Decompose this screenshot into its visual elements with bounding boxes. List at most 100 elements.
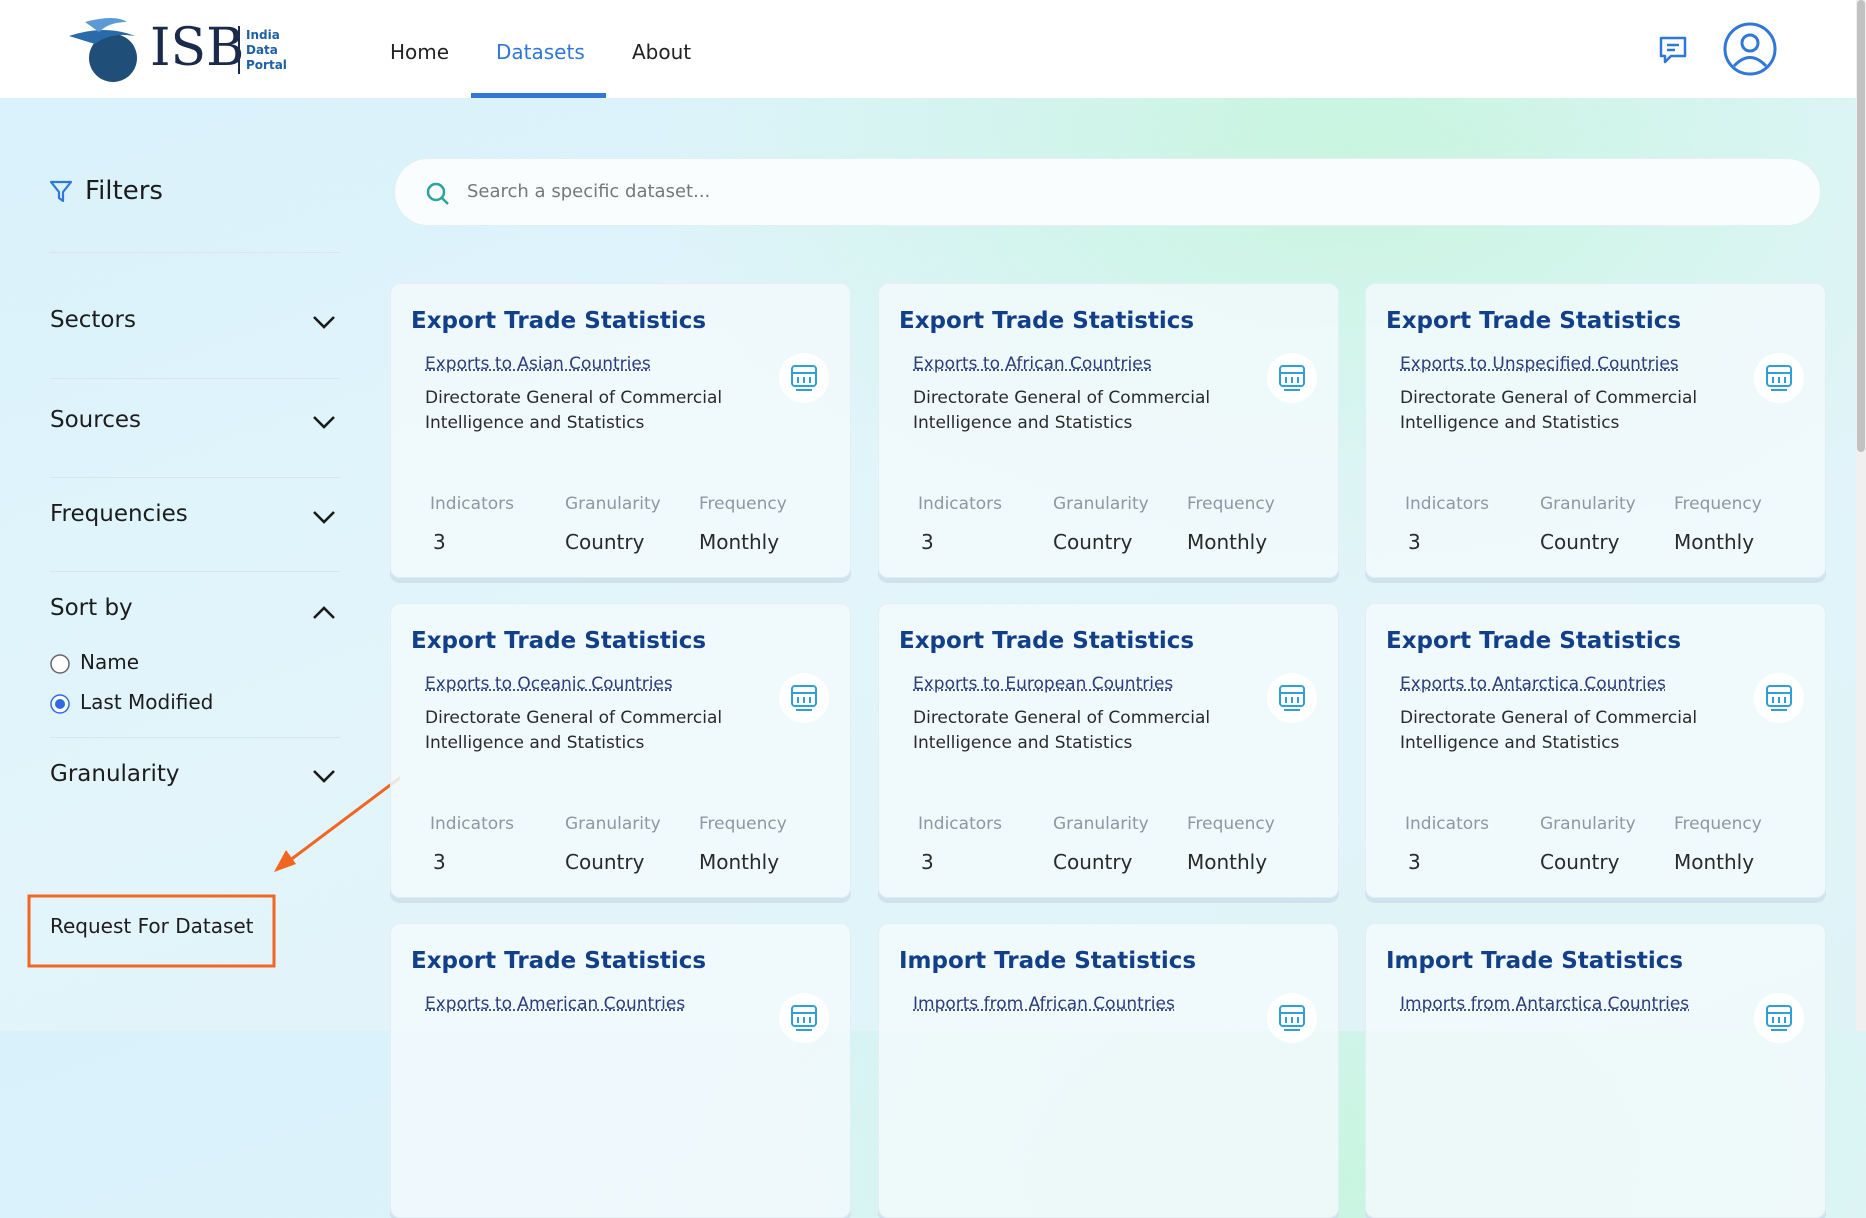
stat-label: Granularity <box>1053 494 1149 514</box>
card-subtitle[interactable]: Exports to African Countries <box>913 354 1152 374</box>
card-source: Directorate General of Commercial Intell… <box>1400 388 1698 433</box>
card-title[interactable]: Import Trade Statistics <box>1386 948 1684 974</box>
nav-link[interactable]: Home <box>390 40 450 64</box>
stat-value: 3 <box>433 850 446 874</box>
chevron[interactable] <box>313 316 335 329</box>
brand-sub-line: Data <box>246 43 278 57</box>
card-title[interactable]: Export Trade Statistics <box>899 308 1195 334</box>
stat-label: Indicators <box>1405 814 1489 834</box>
brand-sub: India Data Portal <box>246 28 287 73</box>
radio-label[interactable]: Last Modified <box>80 690 214 714</box>
card-title[interactable]: Export Trade Statistics <box>1386 628 1682 654</box>
stat-value: 3 <box>921 850 934 874</box>
dataset-card[interactable]: Export Trade Statistics Exports to Africa… <box>878 283 1339 578</box>
dataset-card[interactable]: Export Trade Statistics Exports to Unspec… <box>1365 283 1826 578</box>
brand[interactable]: ISB <box>150 18 245 78</box>
search-placeholder: Search a specific dataset... <box>467 181 711 202</box>
card-title[interactable]: Export Trade Statistics <box>1386 308 1682 334</box>
card-subtitle[interactable]: Exports to Oceanic Countries <box>425 674 673 694</box>
stat-value: 3 <box>921 530 934 554</box>
stat-value: Country <box>1540 530 1620 554</box>
stat-value: 3 <box>1408 850 1421 874</box>
dataset-icon <box>1766 1005 1792 1031</box>
stat-label: Frequency <box>1187 494 1275 514</box>
chevron[interactable] <box>313 606 335 619</box>
filter-heading[interactable]: Sort by <box>50 595 133 621</box>
filter-heading[interactable]: Frequencies <box>50 501 188 527</box>
brand-sep <box>238 26 240 74</box>
dataset-card[interactable]: Export Trade Statistics Exports to Americ… <box>390 923 851 1218</box>
dataset-icon <box>791 365 817 391</box>
nav-underline <box>471 93 606 98</box>
radio[interactable] <box>48 652 72 676</box>
highlight-box <box>27 894 276 968</box>
dataset-card[interactable]: Export Trade Statistics Exports to Europe… <box>878 603 1339 898</box>
chevron[interactable] <box>313 770 335 783</box>
filter-heading[interactable]: Granularity <box>50 761 180 787</box>
stat-value: Country <box>565 850 645 874</box>
request-link[interactable]: Request For Dataset <box>50 914 254 938</box>
stat-value: Monthly <box>1187 850 1268 874</box>
card-source: Directorate General of Commercial Intell… <box>913 708 1211 753</box>
stat-label: Frequency <box>1674 494 1762 514</box>
card-subtitle[interactable]: Exports to Antarctica Countries <box>1400 674 1666 694</box>
stat-value: Monthly <box>699 850 780 874</box>
nav-link[interactable]: Datasets <box>496 40 585 64</box>
card-subtitle[interactable]: Imports from Antarctica Countries <box>1400 994 1690 1014</box>
card-icon <box>779 353 829 403</box>
card-subtitle[interactable]: Exports to European Countries <box>913 674 1174 694</box>
stat-label: Frequency <box>699 814 787 834</box>
card-subtitle[interactable]: Exports to Asian Countries <box>425 354 651 374</box>
dataset-icon <box>1279 685 1305 711</box>
dataset-icon <box>1279 1005 1305 1031</box>
stat-value: Country <box>1053 530 1133 554</box>
filter-heading[interactable]: Sources <box>50 407 141 433</box>
divider <box>50 737 340 738</box>
filter-icon <box>49 180 73 203</box>
card-icon <box>1754 673 1804 723</box>
dataset-card[interactable]: Export Trade Statistics Exports to Antarc… <box>1365 603 1826 898</box>
card-subtitle[interactable]: Exports to Unspecified Countries <box>1400 354 1679 374</box>
card-icon <box>1267 353 1317 403</box>
card-title[interactable]: Export Trade Statistics <box>411 628 707 654</box>
radio[interactable] <box>48 692 72 716</box>
dataset-icon <box>1766 685 1792 711</box>
card-icon <box>779 673 829 723</box>
scroll-thumb[interactable] <box>1857 0 1865 452</box>
chat-icon[interactable] <box>1657 34 1689 66</box>
dataset-card[interactable]: Export Trade Statistics Exports to Oceani… <box>390 603 851 898</box>
filter-heading[interactable]: Sectors <box>50 307 136 333</box>
dataset-card[interactable]: Import Trade Statistics Imports from Anta… <box>1365 923 1826 1218</box>
chevron[interactable] <box>313 416 335 429</box>
radio-label[interactable]: Name <box>80 650 140 674</box>
stat-label: Frequency <box>1187 814 1275 834</box>
card-subtitle[interactable]: Exports to American Countries <box>425 994 686 1014</box>
dataset-card[interactable]: Import Trade Statistics Imports from Afri… <box>878 923 1339 1218</box>
nav-link[interactable]: About <box>632 40 692 64</box>
chevrons <box>27 316 400 968</box>
card-title[interactable]: Export Trade Statistics <box>899 628 1195 654</box>
stat-label: Granularity <box>1540 494 1636 514</box>
chevron[interactable] <box>313 511 335 524</box>
stat-label: Frequency <box>699 494 787 514</box>
stat-label: Indicators <box>430 814 514 834</box>
divider <box>50 378 340 379</box>
card-source: Directorate General of Commercial Intell… <box>1400 708 1698 753</box>
divider <box>50 477 340 478</box>
brand-sub-line: Portal <box>246 58 287 72</box>
card-title[interactable]: Export Trade Statistics <box>411 308 707 334</box>
stat-label: Granularity <box>565 814 661 834</box>
card-title[interactable]: Import Trade Statistics <box>899 948 1197 974</box>
card-title[interactable]: Export Trade Statistics <box>411 948 707 974</box>
stat-value: 3 <box>1408 530 1421 554</box>
divider <box>50 571 340 572</box>
card-source: Directorate General of Commercial Intell… <box>425 708 723 753</box>
dataset-card[interactable]: Export Trade Statistics Exports to Asian … <box>390 283 851 578</box>
card-icon <box>1754 993 1804 1043</box>
user-icon[interactable] <box>1722 21 1778 77</box>
stat-label: Granularity <box>1540 814 1636 834</box>
card-source: Directorate General of Commercial Intell… <box>913 388 1211 433</box>
search-bar[interactable]: Search a specific dataset... <box>394 158 1821 226</box>
card-subtitle[interactable]: Imports from African Countries <box>913 994 1175 1014</box>
